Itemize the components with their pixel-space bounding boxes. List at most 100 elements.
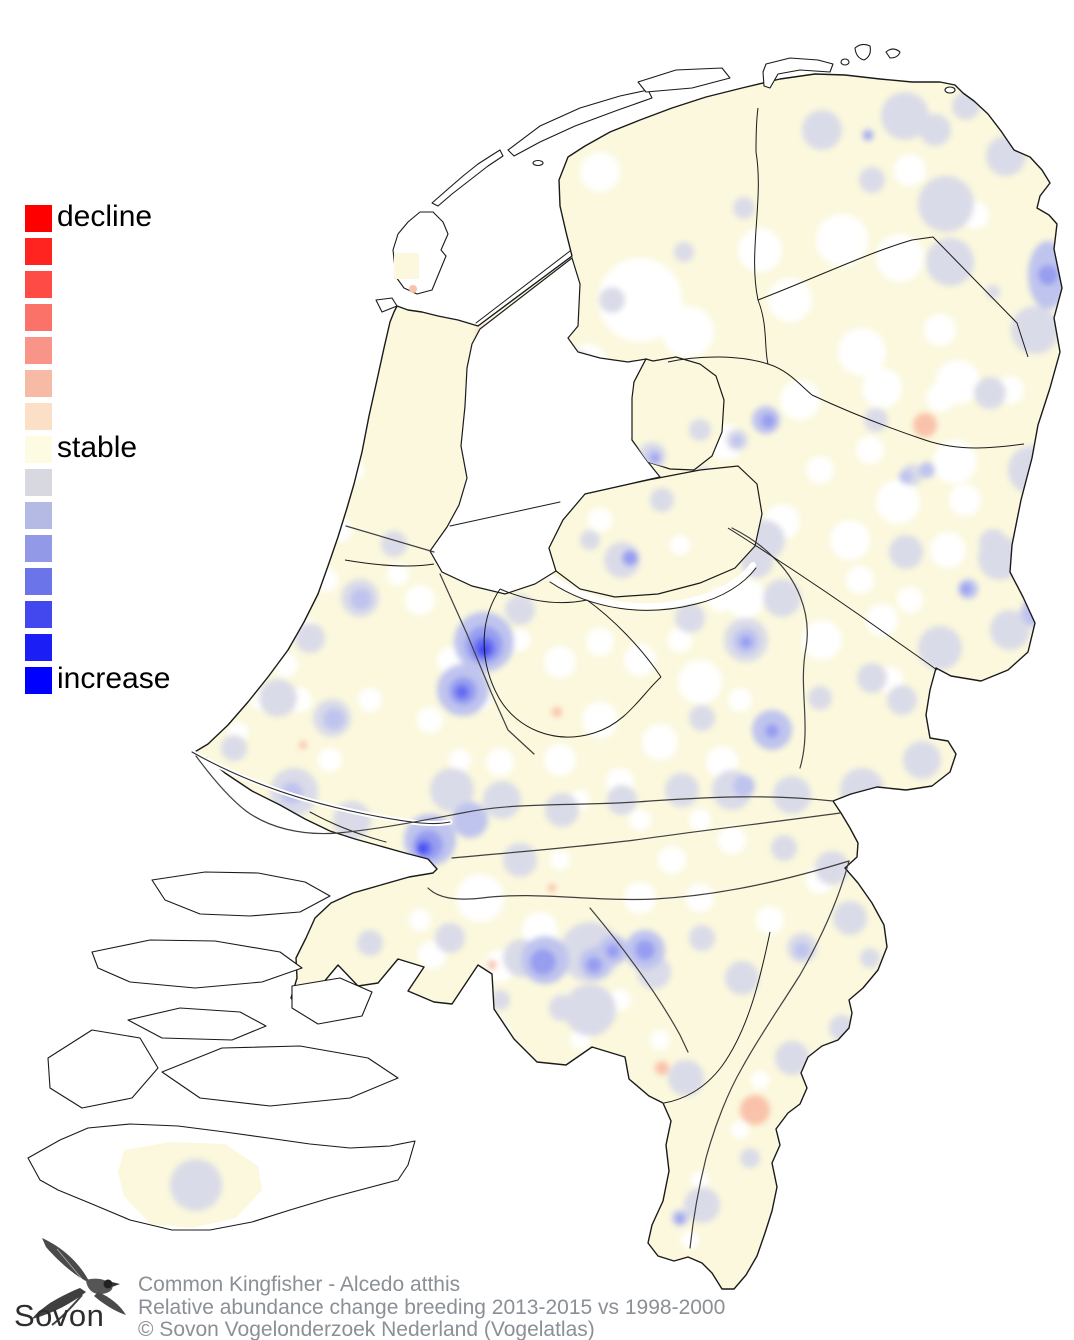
island-noorderhaaks — [375, 297, 398, 313]
nieuwe-waterweg — [191, 751, 451, 825]
legend-swatch-6 — [25, 403, 52, 430]
noordzeekanaal — [345, 525, 435, 553]
islet — [840, 58, 850, 66]
abundance-blob-w — [509, 629, 531, 651]
abundance-blob-g — [903, 741, 941, 779]
afsluitdijk — [475, 250, 571, 324]
abundance-blob-w — [894, 154, 926, 186]
abundance-blob-m — [765, 724, 779, 738]
abundance-blob-w — [624, 882, 656, 914]
river-maas-west — [427, 860, 850, 901]
abundance-blob-g — [295, 623, 325, 653]
abundance-blob-m — [740, 636, 752, 648]
legend-swatch-12 — [25, 601, 52, 628]
abundance-blob-w — [751, 1071, 769, 1089]
province-borders — [344, 107, 1029, 1104]
abundance-blob-g — [881, 92, 929, 140]
abundance-blob-l — [452, 802, 488, 838]
dikes-and-channels — [189, 250, 757, 843]
abundance-blob-g — [259, 679, 297, 717]
abundance-blob-g — [833, 901, 867, 935]
abundance-blob-m — [865, 133, 871, 139]
zeeland-islands — [47, 871, 399, 1109]
abundance-blob-g — [820, 1088, 840, 1108]
abundance-blob-w — [490, 1020, 510, 1040]
abundance-blob-g — [864, 408, 888, 432]
abundance-blob-g — [435, 923, 465, 953]
abundance-blob-s — [655, 1061, 669, 1075]
abundance-blob-w — [624, 644, 656, 676]
abundance-blob-g — [668, 1060, 704, 1096]
abundance-blob-g — [689, 419, 711, 441]
abundance-blob-g — [505, 595, 535, 625]
islet — [944, 86, 956, 94]
abundance-blob-g — [650, 488, 674, 512]
river-maas-limburg — [689, 860, 850, 1249]
abundance-blob-w — [731, 1121, 749, 1139]
abundance-blob-g — [763, 579, 801, 617]
abundance-blob-g — [381, 531, 407, 557]
abundance-blob-l — [731, 435, 743, 447]
legend-swatch-1 — [25, 238, 52, 265]
abundance-blob-w — [725, 578, 765, 618]
legend-swatch-0: decline — [25, 202, 152, 232]
abundance-blob-w — [756, 906, 784, 934]
abundance-blob-w — [718, 826, 746, 854]
abundance-blob-s — [548, 884, 556, 892]
abundance-blob-l — [794, 942, 810, 958]
abundance-blob-m — [622, 550, 638, 566]
abundance-blob-g — [607, 785, 637, 815]
river-ijssel — [731, 527, 808, 769]
abundance-blob-m — [833, 1180, 843, 1190]
abundance-blob-g — [771, 835, 797, 861]
river-waal — [451, 812, 841, 859]
abundance-blob-w — [897, 587, 923, 613]
abundance-blob-s — [299, 741, 307, 749]
islet — [854, 43, 871, 61]
abundance-blob-g — [990, 610, 1030, 650]
abundance-blob-s — [913, 413, 937, 437]
abundance-blob-w — [650, 1030, 670, 1050]
legend-swatch-9 — [25, 502, 52, 529]
island-noord-beveland — [127, 1007, 267, 1041]
border-utrecht-north — [499, 588, 662, 678]
islet — [532, 159, 544, 167]
abundance-blob-w — [658, 846, 686, 874]
abundance-blob-g — [684, 1187, 720, 1223]
abundance-blob-g — [802, 110, 842, 150]
abundance-blob-w — [678, 660, 722, 704]
island-terschelling — [507, 89, 653, 157]
abundance-blob-l — [350, 588, 372, 610]
legend-swatch-4 — [25, 337, 52, 364]
border-noordholland-zuidholland — [344, 559, 435, 567]
abundance-blob-l — [323, 708, 345, 730]
abundance-blob-w — [933, 440, 977, 484]
abundance-blob-w — [629, 809, 651, 831]
abundance-blob-w — [924, 314, 956, 346]
houtribdijk — [449, 501, 561, 527]
randmeren-shore — [549, 567, 757, 611]
abundance-blob-w — [340, 458, 364, 482]
abundance-blob-w — [738, 228, 782, 272]
river-lek — [195, 755, 834, 835]
abundance-blob-s — [740, 1095, 770, 1125]
island-zuid-beveland — [161, 1045, 399, 1107]
abundance-blob-g — [490, 990, 510, 1010]
rotterdam-branch — [309, 811, 387, 843]
abundance-blob-w — [598, 258, 682, 342]
border-brabant-limburg — [663, 931, 771, 1104]
abundance-blob-w — [691, 1171, 709, 1189]
abundance-blob-g — [889, 535, 923, 569]
legend-label-stable: stable — [57, 431, 138, 464]
legend-label-increase: increase — [57, 662, 171, 695]
abundance-blob-g — [782, 1158, 822, 1198]
abundance-blob-g — [857, 663, 887, 693]
abundance-blob-m — [530, 949, 556, 975]
legend-swatch-13 — [25, 634, 52, 661]
abundance-blob-m — [635, 940, 655, 960]
abundance-blob-g — [918, 626, 962, 670]
abundance-blob-m — [586, 957, 602, 973]
abundance-blob-m — [606, 944, 620, 958]
abundance-blob-w — [668, 628, 692, 652]
